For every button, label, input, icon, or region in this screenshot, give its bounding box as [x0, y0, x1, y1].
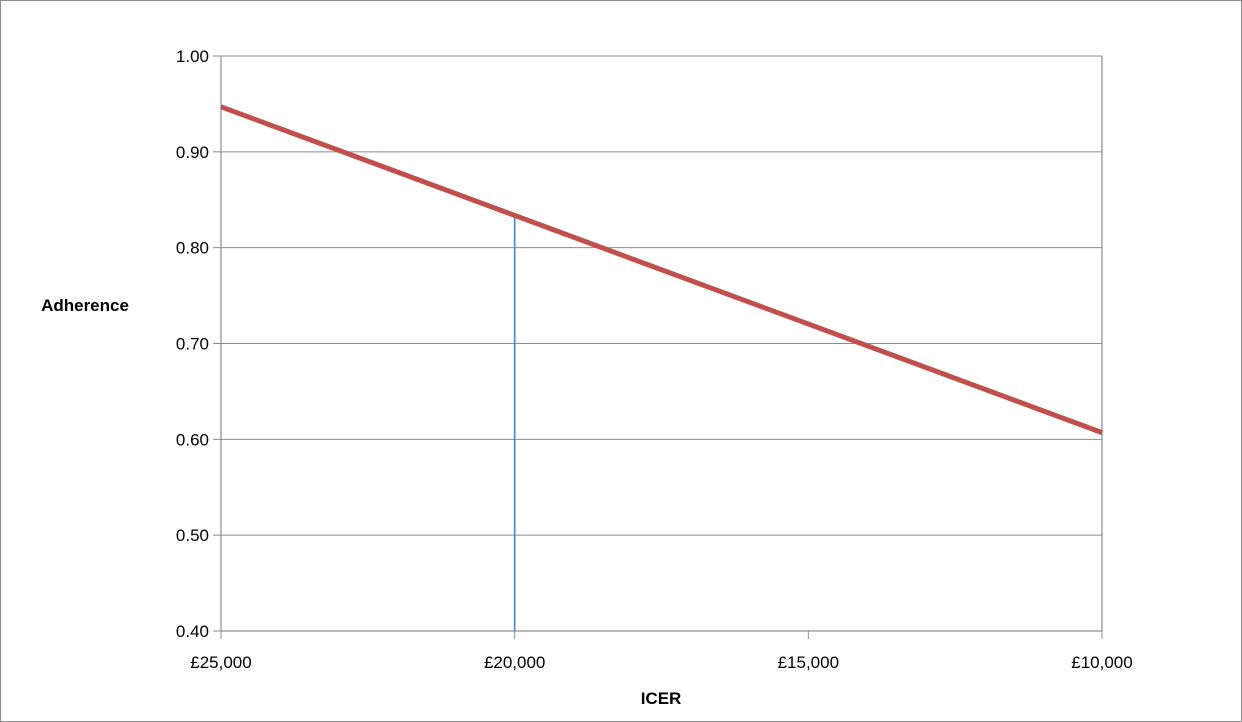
y-tick-label-5: 0.90 — [176, 143, 209, 162]
x-tick-label-1: £20,000 — [484, 653, 545, 672]
y-tick-label-4: 0.80 — [176, 239, 209, 258]
gridlines — [221, 55, 1102, 536]
y-tick-label-0: 0.40 — [176, 622, 209, 641]
x-tick-label-3: £10,000 — [1071, 653, 1132, 672]
series — [220, 104, 1103, 435]
axes — [213, 55, 1103, 639]
y-tick-label-3: 0.70 — [176, 335, 209, 354]
y-tick-label-2: 0.60 — [176, 430, 209, 449]
y-axis-title: Adherence — [41, 296, 129, 315]
y-tick-label-1: 0.50 — [176, 526, 209, 545]
x-axis-title: ICER — [641, 689, 682, 708]
x-tick-label-2: £15,000 — [778, 653, 839, 672]
x-tick-label-0: £25,000 — [190, 653, 251, 672]
tick-labels: 0.40 0.50 0.60 0.70 0.80 0.90 1.00 £25,000 £20,0… — [176, 47, 1133, 672]
y-tick-label-6: 1.00 — [176, 47, 209, 66]
series-line-0 — [220, 104, 1103, 435]
